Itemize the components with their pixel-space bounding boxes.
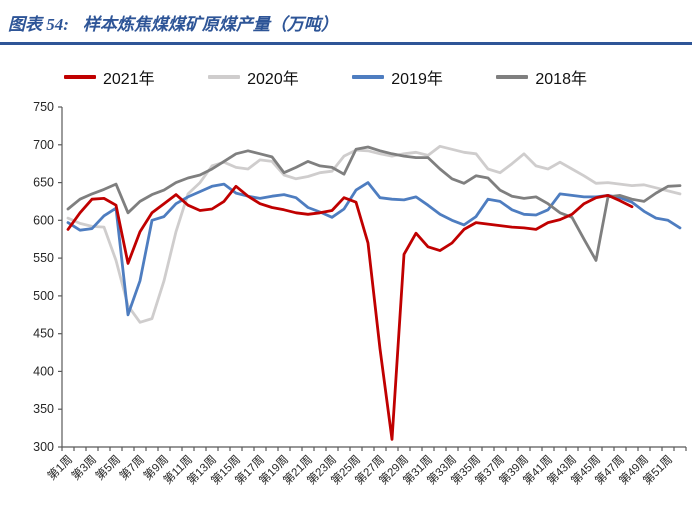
- series-2020: [66, 144, 682, 324]
- y-tick-label: 600: [33, 213, 54, 227]
- legend-item-2019: 2019年: [352, 65, 443, 89]
- y-tick-label: 700: [33, 138, 54, 152]
- legend-label: 2019年: [391, 71, 443, 88]
- series-2019: [66, 181, 682, 317]
- x-tick-label: 第1周: [44, 452, 75, 483]
- y-tick-label: 450: [33, 327, 54, 341]
- y-tick-label: 550: [33, 251, 54, 265]
- title-divider-rule: [0, 42, 692, 45]
- legend-swatch-2021: [64, 75, 96, 79]
- legend-item-2021: 2021年: [64, 65, 155, 89]
- y-tick-label: 500: [33, 289, 54, 303]
- y-tick-label: 350: [33, 402, 54, 416]
- series-2018: [66, 145, 682, 262]
- legend-swatch-2018: [496, 75, 529, 79]
- legend-label: 2018年: [535, 71, 587, 88]
- legend-label: 2021年: [103, 71, 155, 88]
- chart-legend: 2021年 2020年 2019年 2018年: [64, 65, 587, 89]
- legend-item-2020: 2020年: [208, 65, 299, 89]
- series-2021: [66, 184, 634, 441]
- x-tick-label: 第5周: [92, 452, 123, 483]
- legend-swatch-2019: [352, 75, 385, 79]
- legend-swatch-2020: [208, 75, 241, 79]
- y-tick-label: 300: [33, 440, 54, 454]
- legend-label: 2020年: [247, 71, 299, 88]
- y-tick-label: 400: [33, 364, 54, 378]
- chart-area: 300 350 400 450 500 550 600 650 700 750 第1周 第3周 第5周第…: [0, 91, 692, 520]
- y-tick-label: 750: [33, 100, 54, 114]
- x-tick-label: 第3周: [68, 452, 99, 483]
- y-tick-label: 650: [33, 176, 54, 190]
- x-axis: 第1周第3周第5周第7周第9周第11周第13周第15周第17周第19周第21周第…: [44, 446, 687, 487]
- figure-number-label: 图表 54:: [8, 15, 69, 34]
- legend-item-2018: 2018年: [496, 65, 587, 89]
- y-axis: 300 350 400 450 500 550 600 650 700 750: [33, 100, 63, 454]
- figure-title: 样本炼焦煤煤矿原煤产量（万吨）: [82, 15, 338, 34]
- figure-title-row: 图表 54: 样本炼焦煤煤矿原煤产量（万吨）: [8, 10, 682, 35]
- x-tick-label: 第7周: [116, 452, 147, 483]
- coal-output-line-chart: 300 350 400 450 500 550 600 650 700 750 第1周第3周第5周第…: [33, 100, 687, 487]
- figure-header: 图表 54: 样本炼焦煤煤矿原煤产量（万吨）: [0, 0, 692, 35]
